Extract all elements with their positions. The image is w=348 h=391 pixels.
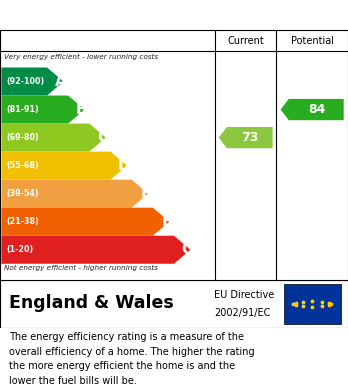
- Text: Potential: Potential: [291, 36, 334, 46]
- Text: Very energy efficient - lower running costs: Very energy efficient - lower running co…: [4, 54, 158, 60]
- Text: F: F: [161, 214, 172, 229]
- Polygon shape: [280, 99, 344, 120]
- Polygon shape: [1, 208, 169, 236]
- Polygon shape: [1, 68, 63, 95]
- Text: G: G: [181, 242, 194, 257]
- Polygon shape: [1, 236, 190, 264]
- Text: D: D: [118, 158, 130, 173]
- Polygon shape: [1, 95, 85, 124]
- Text: (21-38): (21-38): [7, 217, 39, 226]
- Text: Energy Efficiency Rating: Energy Efficiency Rating: [9, 7, 211, 23]
- Text: The energy efficiency rating is a measure of the
overall efficiency of a home. T: The energy efficiency rating is a measur…: [9, 332, 254, 386]
- Text: (81-91): (81-91): [7, 105, 39, 114]
- Text: England & Wales: England & Wales: [9, 294, 173, 312]
- Text: A: A: [55, 74, 66, 89]
- Text: (55-68): (55-68): [7, 161, 39, 170]
- Text: B: B: [76, 102, 88, 117]
- Bar: [284, 284, 341, 324]
- Text: C: C: [97, 130, 109, 145]
- Polygon shape: [1, 124, 106, 152]
- Text: E: E: [140, 186, 151, 201]
- Text: 84: 84: [308, 103, 326, 116]
- Polygon shape: [1, 152, 127, 179]
- Text: Not energy efficient - higher running costs: Not energy efficient - higher running co…: [4, 265, 158, 271]
- Text: EU Directive: EU Directive: [214, 291, 274, 300]
- Polygon shape: [219, 127, 272, 148]
- Text: 2002/91/EC: 2002/91/EC: [214, 308, 270, 317]
- Polygon shape: [1, 179, 148, 208]
- Text: 73: 73: [241, 131, 259, 144]
- Text: (1-20): (1-20): [7, 245, 34, 254]
- Text: (39-54): (39-54): [7, 189, 39, 198]
- Text: (92-100): (92-100): [7, 77, 45, 86]
- Text: (69-80): (69-80): [7, 133, 39, 142]
- Text: Current: Current: [227, 36, 264, 46]
